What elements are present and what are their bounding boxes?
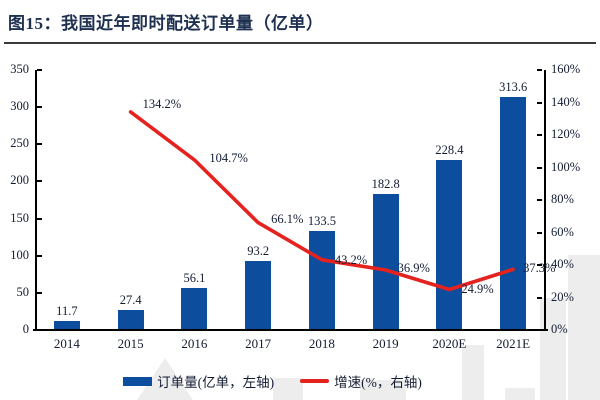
left-axis-tick-label: 0 [22,322,29,336]
x-axis-label: 2020E [432,336,467,351]
bar-value-label: 56.1 [183,271,206,286]
right-axis-tick [537,69,542,71]
right-axis-tick [537,166,542,169]
watermark-shape [462,345,484,400]
right-axis-tick [537,101,542,104]
right-axis-tick-label: 160% [551,62,581,76]
right-axis-tick-label: 100% [551,159,581,174]
x-axis-label: 2019 [372,336,399,351]
left-axis-tick-label: 250 [10,136,29,151]
bar-value-label: 228.4 [435,143,464,158]
bar-value-label: 11.7 [56,304,78,319]
bar-value-label: 313.6 [499,80,528,95]
bar-2015 [117,309,144,329]
watermark-shape [360,380,406,400]
left-axis-tick-label: 300 [10,99,29,114]
left-axis-line [35,70,37,331]
x-axis-label: 2018 [308,336,335,351]
figure-title-text: 我国近年即时配送订单量（亿单） [61,14,324,33]
x-axis-label: 2015 [117,336,144,351]
bar-value-label: 27.4 [119,292,142,307]
chart-legend: 订单量(亿单，左轴) 增速(%，右轴) [0,371,545,391]
x-axis-label: 2014 [53,336,80,351]
legend-item: 增速(%，右轴) [300,371,422,391]
right-axis-tick [537,199,542,201]
left-axis-tick-label: 100 [10,247,29,262]
growth-value-label: 134.2% [142,96,182,111]
left-axis-tick-label: 350 [10,62,29,76]
right-axis-tick-label: 120% [551,127,581,141]
left-axis-tick [37,291,42,294]
bar-2014 [53,321,80,329]
watermark-shape [505,388,535,400]
right-axis-tick [537,296,542,299]
watermark-shape [273,378,303,400]
right-axis-tick-label: 80% [551,192,574,206]
bar-value-label: 93.2 [247,243,270,258]
left-axis-tick-label: 50 [16,284,30,299]
bar-2021E [500,97,527,329]
bar-2020E [436,160,463,329]
x-axis-label: 2021E [496,336,531,351]
left-axis-tick-label: 150 [10,210,29,225]
growth-value-label: 36.9% [397,261,430,276]
growth-value-label: 104.7% [209,150,248,165]
left-axis-tick [37,217,42,220]
bar-2018 [308,230,335,329]
watermark-shape [568,255,600,400]
bar-value-label: 182.8 [371,177,400,192]
right-axis-tick [537,231,542,234]
right-axis-line [544,70,546,331]
left-axis-tick [37,254,42,257]
right-axis-tick-label: 60% [551,224,574,239]
legend-label: 增速(%，右轴) [334,375,422,390]
bar-2016 [181,288,208,329]
figure-title: 图15：我国近年即时配送订单量（亿单） [8,9,324,34]
left-axis-tick [37,106,42,109]
x-axis-label: 2016 [181,336,208,351]
legend-label: 订单量(亿单，左轴) [157,375,275,390]
legend-line-swatch [300,379,330,383]
growth-value-label: 37.3% [523,261,556,276]
right-axis-tick-label: 20% [551,289,574,304]
left-axis-tick-label: 200 [10,173,29,188]
bar-2017 [245,260,272,329]
bar-2019 [372,194,399,329]
right-axis-tick-label: 40% [551,257,574,271]
right-axis-tick [537,264,542,266]
x-axis-line [33,329,548,331]
growth-value-label: 66.1% [271,211,304,226]
right-axis-tick-label: 0% [551,322,568,336]
x-axis-label: 2017 [245,336,272,351]
legend-bar-swatch [123,376,153,386]
left-axis-tick [37,180,42,183]
title-divider [4,42,596,44]
left-axis-tick [37,143,42,146]
growth-value-label: 24.9% [461,281,494,296]
right-axis-tick-label: 140% [551,94,581,109]
right-axis-tick [537,134,542,136]
legend-item: 订单量(亿单，左轴) [123,371,274,391]
figure-label: 图15： [8,14,61,33]
left-axis-tick [37,69,42,71]
growth-value-label: 43.2% [334,252,368,267]
